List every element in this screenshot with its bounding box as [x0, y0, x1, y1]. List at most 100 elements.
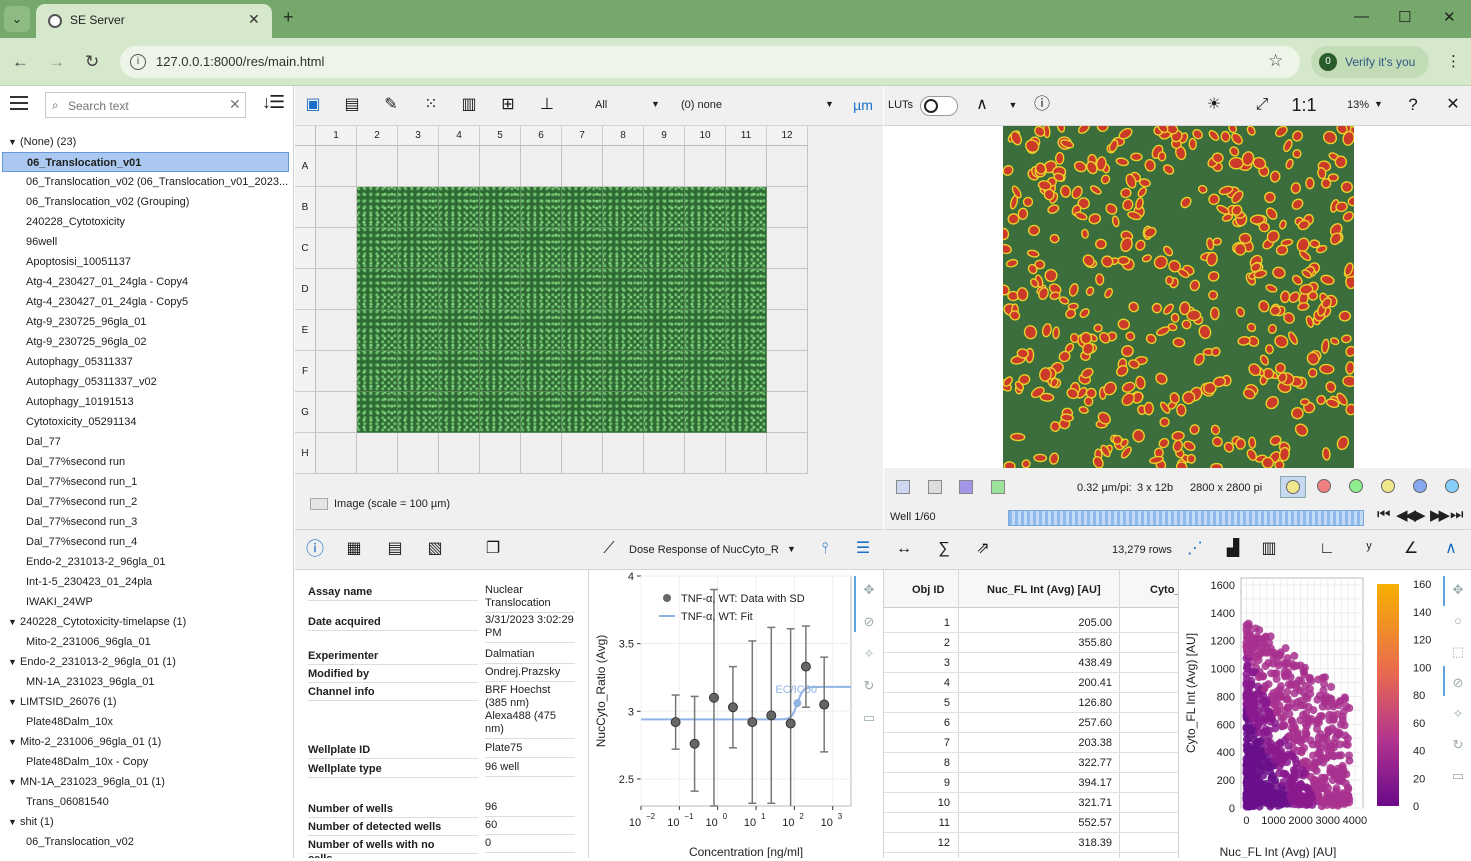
- plate-column-header[interactable]: 6: [521, 126, 562, 146]
- close-tab-icon[interactable]: ✕: [248, 11, 260, 27]
- tree-item[interactable]: Autophagy_05311337_v02: [0, 372, 290, 392]
- well[interactable]: [439, 351, 480, 392]
- well[interactable]: [685, 433, 726, 474]
- well[interactable]: [603, 187, 644, 228]
- play-icon[interactable]: ▶: [1414, 507, 1426, 524]
- tree-item[interactable]: Dal_77%second run: [0, 452, 290, 472]
- well[interactable]: [644, 228, 685, 269]
- well[interactable]: [726, 310, 767, 351]
- scale-icon[interactable]: ∠: [1403, 540, 1419, 557]
- tree-item[interactable]: 06_Translocation_v02 (06_Translocation_v…: [0, 172, 290, 192]
- sum-icon[interactable]: ∑: [938, 540, 950, 557]
- well[interactable]: [439, 187, 480, 228]
- group-dropdown-icon[interactable]: ▼: [825, 99, 834, 109]
- brush-icon[interactable]: ✎: [384, 96, 398, 113]
- well[interactable]: [726, 269, 767, 310]
- channel-toggle[interactable]: [1344, 476, 1370, 498]
- tree-item[interactable]: 96well: [0, 232, 290, 252]
- well[interactable]: [644, 433, 685, 474]
- well[interactable]: [439, 228, 480, 269]
- table-row[interactable]: 11 552.57: [884, 813, 1178, 833]
- well[interactable]: [767, 187, 808, 228]
- well[interactable]: [357, 228, 398, 269]
- expand-chevron-icon[interactable]: ▼: [8, 657, 17, 667]
- curve-dropdown-icon[interactable]: ▼: [1008, 100, 1018, 110]
- well[interactable]: [685, 310, 726, 351]
- tree-item[interactable]: Int-1-5_230423_01_24pla: [0, 572, 290, 592]
- plate-column-header[interactable]: 9: [644, 126, 685, 146]
- well[interactable]: [357, 351, 398, 392]
- tree-item[interactable]: Apoptosisi_10051137: [0, 252, 290, 272]
- plate-row-header[interactable]: E: [295, 310, 316, 351]
- bar-icon[interactable]: ▥: [1261, 540, 1277, 557]
- channel-toggle[interactable]: [1312, 476, 1338, 498]
- tree-item[interactable]: Trans_06081540: [0, 792, 290, 812]
- well[interactable]: [603, 351, 644, 392]
- plate-column-header[interactable]: 10: [685, 126, 726, 146]
- tree-item[interactable]: Dal_77%second run_3: [0, 512, 290, 532]
- tree-item[interactable]: 06_Translocation_v01: [2, 152, 289, 172]
- tree-group[interactable]: ▼ Mito-2_231006_96gla_01 (1): [0, 732, 290, 752]
- well[interactable]: [357, 433, 398, 474]
- well[interactable]: [521, 146, 562, 187]
- plate-column-header[interactable]: 4: [439, 126, 480, 146]
- well[interactable]: [439, 146, 480, 187]
- table-row[interactable]: 8 322.77: [884, 753, 1178, 773]
- table-icon[interactable]: ▦: [346, 540, 362, 557]
- well[interactable]: [767, 392, 808, 433]
- back-icon[interactable]: ←: [12, 52, 29, 71]
- well[interactable]: [767, 228, 808, 269]
- nucleus-mode-icon[interactable]: [959, 480, 973, 494]
- table-row[interactable]: 12 318.39: [884, 833, 1178, 853]
- filter-dropdown-icon[interactable]: ▼: [651, 99, 660, 109]
- expand-chevron-icon[interactable]: ▼: [8, 737, 17, 747]
- table-row[interactable]: 2 355.80: [884, 633, 1178, 653]
- well[interactable]: [726, 351, 767, 392]
- curve-icon[interactable]: ∧: [976, 96, 988, 113]
- tree-item[interactable]: Mito-2_231006_96gla_01: [0, 632, 290, 652]
- tree-group[interactable]: ▼ LIMTSID_26076 (1): [0, 692, 290, 712]
- well[interactable]: [685, 392, 726, 433]
- well[interactable]: [398, 433, 439, 474]
- well[interactable]: [767, 269, 808, 310]
- well[interactable]: [316, 187, 357, 228]
- well[interactable]: [685, 269, 726, 310]
- column-header[interactable]: Nuc_FL Int (Avg) [AU]: [987, 584, 1101, 596]
- expand-chevron-icon[interactable]: ▼: [8, 817, 17, 827]
- well[interactable]: [644, 392, 685, 433]
- forward-icon[interactable]: →: [48, 52, 65, 71]
- tree-group[interactable]: ▼ Endo-2_231013-2_96gla_01 (1): [0, 652, 290, 672]
- plate-column-header[interactable]: 5: [480, 126, 521, 146]
- filter-select-value[interactable]: All: [595, 99, 608, 111]
- well[interactable]: [685, 187, 726, 228]
- tree-item[interactable]: Dal_77%second run_2: [0, 492, 290, 512]
- plate-column-header[interactable]: 2: [357, 126, 398, 146]
- well[interactable]: [439, 269, 480, 310]
- channel-toggle[interactable]: [1280, 476, 1306, 498]
- well[interactable]: [521, 351, 562, 392]
- channel-toggle[interactable]: [1408, 476, 1434, 498]
- column-divider[interactable]: [1119, 570, 1120, 858]
- well[interactable]: [521, 310, 562, 351]
- well[interactable]: [398, 269, 439, 310]
- column-width-icon[interactable]: ↔: [896, 540, 912, 557]
- tree-item[interactable]: Plate48Dalm_10x: [0, 712, 290, 732]
- tree-item[interactable]: Plate48Dalm_10x - Copy: [0, 752, 290, 772]
- plate-row-header[interactable]: A: [295, 146, 316, 187]
- well[interactable]: [767, 310, 808, 351]
- copy-icon[interactable]: ❐: [485, 540, 501, 557]
- reload-icon[interactable]: ↻: [85, 52, 100, 71]
- last-well-icon[interactable]: ⏭: [1450, 506, 1464, 523]
- tree-group[interactable]: ▼ (None) (23): [0, 132, 290, 152]
- well[interactable]: [562, 228, 603, 269]
- table-row[interactable]: 5 126.80: [884, 693, 1178, 713]
- well[interactable]: [562, 392, 603, 433]
- bar-chart-icon[interactable]: ▥: [461, 96, 477, 113]
- info-icon[interactable]: ⓘ: [306, 539, 324, 559]
- plate-row-header[interactable]: H: [295, 433, 316, 474]
- x-axis-icon[interactable]: ∟: [1319, 540, 1335, 557]
- well[interactable]: [357, 146, 398, 187]
- well[interactable]: [726, 433, 767, 474]
- well[interactable]: [439, 392, 480, 433]
- well[interactable]: [644, 351, 685, 392]
